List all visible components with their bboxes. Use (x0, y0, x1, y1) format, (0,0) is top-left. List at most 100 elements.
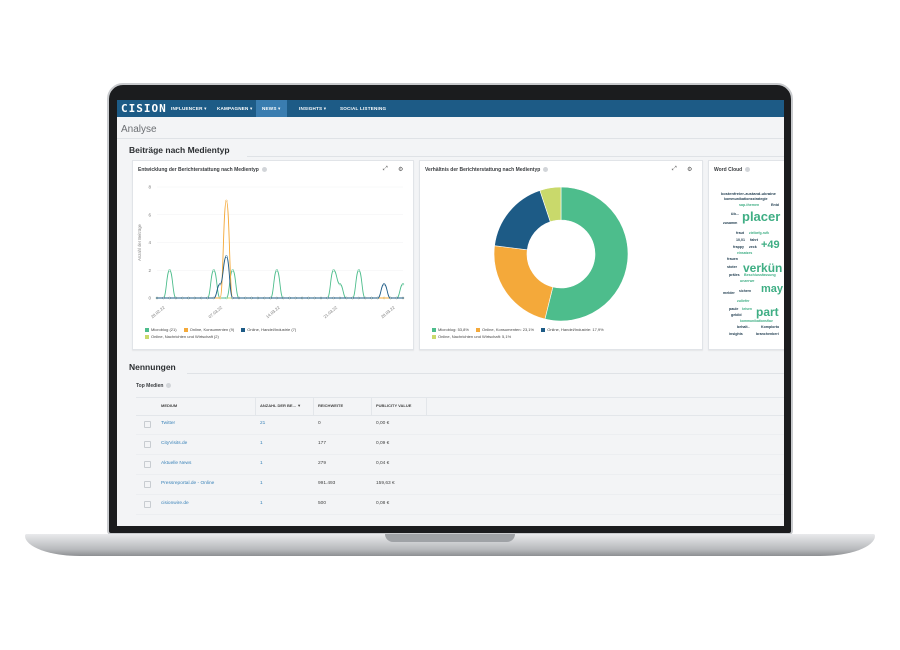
word-cloud-word[interactable]: verkün (743, 261, 783, 275)
word-cloud-word[interactable]: +49 (761, 239, 780, 251)
medium-link[interactable]: Aktuelle News (161, 461, 192, 466)
word-cloud-word[interactable]: zeck (749, 245, 757, 249)
word-cloud-word[interactable]: branchenberi (756, 332, 779, 336)
word-cloud-word[interactable]: fahrt (750, 238, 758, 242)
legend-item-nachrichten[interactable]: Online, Nachrichten und Wirtschaft (2) (145, 334, 219, 339)
data-point (250, 296, 253, 300)
data-point (275, 296, 278, 300)
info-icon[interactable] (261, 167, 267, 173)
table-row[interactable]: Pressreportal.de - Online 1 991.493 159,63 … (136, 474, 784, 495)
medium-link[interactable]: Pressreportal.de - Online (161, 481, 215, 486)
donut-slice-1[interactable] (493, 245, 554, 320)
y-tick-label: 0 (148, 296, 151, 301)
row-checkbox[interactable] (144, 441, 151, 448)
donut-slice-3[interactable] (539, 186, 562, 223)
column-header-anzahl[interactable]: ANZAHL DER BE... ▼ (260, 403, 302, 408)
reichweite-value: 279 (318, 461, 327, 466)
column-header-publicity-value[interactable]: PUBLICITY VALUE (376, 403, 412, 408)
word-cloud-word[interactable]: zusamm (723, 221, 738, 225)
expand-icon[interactable]: ⤢ (383, 166, 388, 172)
column-header-medium[interactable]: MEDIUM (161, 403, 178, 408)
data-point (332, 296, 335, 300)
word-cloud-word[interactable]: sap-themen (739, 203, 760, 207)
gear-icon[interactable]: ⚙ (687, 167, 693, 173)
word-cloud-word[interactable]: sichern (739, 289, 752, 293)
nav-item-4[interactable]: SOCIAL LISTENING (340, 106, 387, 111)
nav-item-3[interactable]: INSIGHTS ▾ (299, 106, 327, 111)
word-cloud-word[interactable]: Komplorto (761, 325, 780, 329)
data-point (225, 296, 228, 300)
word-cloud-word[interactable]: 10,01 (736, 238, 745, 242)
info-icon[interactable] (745, 167, 751, 173)
word-cloud-word[interactable]: präles (729, 273, 740, 277)
anzahl-link[interactable]: 21 (260, 421, 266, 426)
word-cloud-word[interactable]: Beschlussfassung (744, 273, 776, 277)
word-cloud-word[interactable]: frauen (727, 257, 738, 261)
word-cloud-word[interactable]: placer (742, 209, 781, 224)
anzahl-link[interactable]: 1 (260, 481, 263, 486)
word-cloud-word[interactable]: stoter (727, 265, 737, 269)
word-cloud-word[interactable]: kommunikationsstrategie (724, 197, 768, 201)
top-navbar: CISION INFLUENCER ▾ KAMPAGNEN ▾ NEWS ▾ INSI… (117, 100, 784, 117)
word-cloud-word[interactable]: kommunikationsflav (740, 319, 773, 323)
medium-link[interactable]: cisionwire.de (161, 501, 189, 506)
expand-icon[interactable]: ⤢ (672, 166, 677, 172)
info-icon[interactable] (543, 167, 549, 173)
cision-logo[interactable]: CISION (121, 102, 167, 115)
word-cloud-word[interactable]: melder (723, 291, 735, 295)
info-icon[interactable] (166, 383, 172, 389)
table-row[interactable]: Aktuelle News 1 279 0,04 € (136, 454, 784, 475)
gear-icon[interactable]: ⚙ (398, 167, 404, 173)
legend-item-konsumenten[interactable]: Online, Konsumenten: 23,1% (476, 327, 534, 332)
x-tick-label: 28.03.22 (380, 305, 396, 320)
row-checkbox[interactable] (144, 501, 151, 508)
word-cloud-word[interactable]: zuliefer (737, 299, 750, 303)
column-header-reichweite[interactable]: REICHWEITE (318, 403, 344, 408)
nav-item-1[interactable]: KAMPAGNEN ▾ (217, 106, 253, 111)
word-cloud-word[interactable]: krisen (742, 307, 752, 311)
laptop-base (25, 534, 875, 556)
word-cloud-word[interactable]: insights (729, 332, 743, 336)
word-cloud-word[interactable]: kostenfreier-zustand-ukraine (721, 191, 776, 196)
donut-chart-title: Verhältnis der Berichterstattung nach Me… (425, 167, 549, 173)
legend-item-nachrichten[interactable]: Online, Nachrichten und Wirtschaft: 5,1% (432, 334, 511, 339)
word-cloud-word[interactable]: paule (729, 307, 739, 311)
anzahl-link[interactable]: 1 (260, 501, 263, 506)
legend-item-microblog[interactable]: Microblog (21) (145, 327, 177, 332)
donut-slice-0[interactable] (544, 186, 629, 322)
data-point (218, 296, 222, 300)
word-cloud-word[interactable]: fraut (736, 231, 744, 235)
row-checkbox[interactable] (144, 461, 151, 468)
data-point (275, 269, 278, 272)
legend-item-microblog[interactable]: Microblog: 53,8% (432, 327, 469, 332)
data-point (357, 296, 360, 300)
word-cloud-word[interactable]: Entd (771, 203, 779, 207)
sort-down-icon[interactable]: ▼ (297, 403, 302, 408)
word-cloud-word[interactable]: einsatzes (737, 251, 753, 255)
table-header: MEDIUM ANZAHL DER BE... ▼ REICHWEITE PUB… (136, 397, 784, 416)
medium-link[interactable]: CityVisits.de (161, 441, 188, 446)
word-cloud-word[interactable]: unzerwe (740, 279, 755, 283)
word-cloud-word[interactable]: gebild (731, 313, 742, 317)
word-cloud-word[interactable]: üb... (731, 211, 740, 216)
word-cloud-word[interactable]: zielbefg-rufk (749, 231, 770, 235)
data-point (162, 296, 165, 300)
nav-item-2[interactable]: NEWS ▾ (256, 100, 287, 117)
word-cloud-word[interactable]: part (756, 305, 779, 319)
table-row[interactable]: CityVisits.de 1 177 0,09 € (136, 434, 784, 455)
donut-slice-2[interactable] (494, 190, 551, 251)
legend-item-handel[interactable]: Online, Handel/Industrie: 17,9% (541, 327, 604, 332)
word-cloud-word[interactable]: frappy (733, 245, 744, 249)
table-row[interactable]: cisionwire.de 1 500 0,08 € (136, 494, 784, 515)
row-checkbox[interactable] (144, 481, 151, 488)
medium-link[interactable]: Twitter (161, 421, 176, 426)
anzahl-link[interactable]: 1 (260, 441, 263, 446)
legend-item-konsumenten[interactable]: Online, Konsumenten (9) (183, 327, 234, 332)
legend-item-handel[interactable]: Online, Handel/Industrie (7) (241, 327, 296, 332)
table-row[interactable]: Twitter 21 0 0,00 € (136, 414, 784, 435)
row-checkbox[interactable] (144, 421, 151, 428)
anzahl-link[interactable]: 1 (260, 461, 263, 466)
nav-item-0[interactable]: INFLUENCER ▾ (171, 106, 207, 111)
word-cloud-word[interactable]: behalt.. (737, 325, 750, 329)
word-cloud-word[interactable]: may (761, 283, 784, 295)
